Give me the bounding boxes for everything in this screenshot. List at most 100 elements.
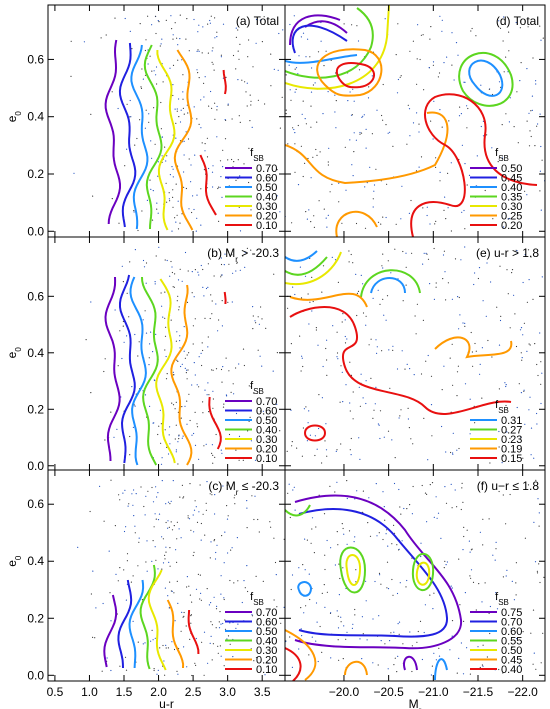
contour-line: [156, 50, 176, 231]
texture-point: [382, 491, 384, 493]
texture-point: [222, 485, 224, 487]
legend-label: 0.60: [256, 173, 277, 185]
texture-point: [187, 369, 189, 371]
texture-point: [228, 370, 230, 372]
texture-point: [198, 50, 200, 53]
texture-point: [334, 259, 337, 261]
texture-point: [466, 184, 468, 186]
texture-point: [279, 211, 281, 213]
legend-title: fSB: [250, 591, 264, 607]
texture-point: [248, 147, 250, 149]
texture-point: [321, 651, 323, 654]
texture-point: [251, 495, 253, 497]
texture-point: [185, 38, 187, 40]
texture-point: [126, 148, 128, 150]
texture-point: [131, 48, 133, 50]
texture-point: [164, 349, 166, 351]
texture-point: [177, 228, 180, 230]
texture-point: [253, 660, 255, 662]
texture-point: [337, 627, 340, 629]
texture-point: [127, 505, 129, 507]
texture-point: [374, 580, 376, 583]
texture-point: [309, 434, 311, 436]
texture-point: [223, 264, 225, 266]
texture-point: [255, 575, 257, 578]
panel-label-part: r: [235, 255, 238, 264]
texture-point: [412, 122, 415, 124]
texture-point: [415, 333, 417, 335]
texture-point: [396, 671, 398, 673]
texture-point: [115, 573, 117, 576]
texture-point: [169, 67, 171, 69]
texture-point: [147, 490, 149, 492]
texture-point: [482, 120, 484, 122]
texture-point: [329, 191, 331, 193]
y-axis-title-part: e: [5, 351, 19, 358]
texture-point: [522, 457, 524, 459]
texture-point: [453, 79, 455, 81]
texture-point: [405, 266, 407, 268]
texture-point: [209, 493, 211, 495]
texture-point: [157, 175, 159, 177]
texture-point: [447, 207, 449, 209]
texture-point: [304, 538, 306, 540]
texture-point: [257, 316, 259, 318]
texture-point: [270, 526, 272, 528]
texture-point: [250, 386, 252, 388]
texture-point: [110, 411, 112, 413]
texture-point: [307, 157, 309, 160]
texture-point: [446, 561, 448, 563]
texture-point: [237, 29, 239, 31]
texture-point: [157, 568, 159, 570]
x-axis-title-part: u-r: [159, 697, 174, 709]
panel-label-part: (e) u-r > 1.8: [476, 246, 539, 260]
texture-point: [416, 112, 418, 114]
texture-point: [471, 351, 473, 353]
texture-point: [234, 494, 236, 496]
texture-point: [195, 506, 197, 508]
texture-point: [125, 526, 127, 528]
texture-point: [187, 270, 189, 272]
texture-point: [211, 452, 213, 454]
texture-point: [271, 638, 273, 640]
texture-point: [198, 274, 200, 276]
texture-point: [179, 335, 181, 337]
contours: [104, 39, 227, 231]
texture-point: [232, 383, 234, 385]
texture-point: [176, 108, 178, 110]
x-tick-label: −21.5: [463, 685, 494, 699]
texture-point: [219, 160, 222, 162]
texture-point: [390, 632, 392, 634]
texture-point: [235, 449, 237, 451]
texture-point: [536, 572, 539, 574]
texture-point: [215, 303, 217, 305]
texture-point: [321, 291, 323, 293]
texture-point: [188, 585, 190, 587]
texture-point: [206, 481, 208, 483]
texture-point: [199, 484, 201, 486]
texture-point: [230, 549, 232, 551]
texture-point: [122, 492, 124, 494]
texture-point: [487, 339, 489, 342]
texture-point: [318, 494, 320, 496]
texture-point: [452, 432, 454, 434]
texture-point: [261, 41, 263, 43]
texture-point: [537, 123, 539, 125]
texture-point: [505, 56, 507, 58]
texture-point: [211, 171, 214, 173]
texture-point: [162, 644, 164, 647]
texture-point: [294, 68, 296, 70]
texture-point: [123, 569, 125, 571]
texture-point: [375, 483, 377, 485]
texture-point: [289, 636, 291, 638]
texture-point: [315, 148, 317, 151]
y-axis-title-part: 0: [14, 111, 23, 116]
texture-point: [168, 434, 170, 436]
texture-point: [405, 586, 407, 588]
texture-point: [429, 484, 431, 486]
texture-point: [212, 643, 214, 645]
texture-point: [244, 251, 246, 254]
texture-point: [351, 164, 353, 166]
texture-point: [418, 123, 420, 125]
texture-point: [203, 631, 206, 633]
